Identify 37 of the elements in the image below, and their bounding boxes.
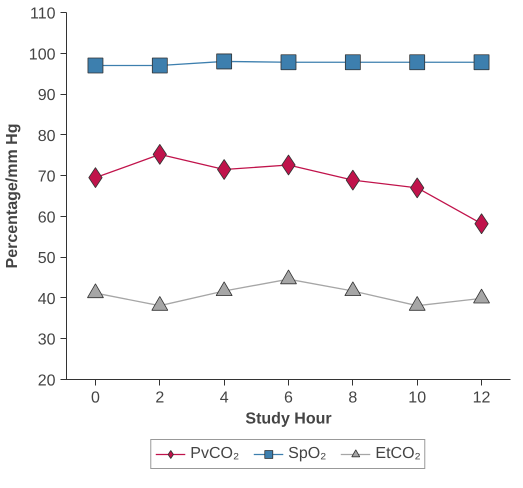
point	[473, 288, 490, 304]
y-tick-label: 110	[30, 6, 56, 22]
point	[409, 54, 426, 70]
point	[216, 281, 233, 296]
x-tick-label: 6	[284, 390, 294, 406]
point	[474, 54, 490, 70]
legend-label: EtCO₂	[375, 445, 421, 463]
legend-label: PvCO₂	[190, 445, 240, 463]
point	[151, 296, 168, 311]
point	[87, 283, 104, 298]
x-tick-label: 4	[220, 390, 229, 406]
point	[152, 58, 168, 74]
point	[281, 154, 296, 176]
y-axis-title: Percentage/mm Hg	[4, 124, 21, 268]
y-tick-label: 30	[38, 332, 56, 349]
x-tick-label: 0	[91, 390, 100, 406]
point	[408, 296, 426, 311]
x-tick-label: 2	[155, 390, 164, 406]
x-axis-title: Study Hour	[245, 410, 332, 428]
y-tick-label: 50	[38, 250, 56, 268]
point	[344, 281, 362, 296]
x-tick-label: 8	[348, 390, 358, 406]
y-tick-label: 80	[38, 128, 56, 145]
y-tick-label: 40	[38, 290, 56, 308]
point	[88, 58, 104, 74]
point	[280, 54, 296, 70]
y-tick-label: 20	[38, 372, 56, 390]
point	[344, 54, 361, 70]
legend-label: SpO₂	[288, 445, 326, 463]
y-tick-label: 60	[38, 209, 56, 226]
point	[216, 54, 232, 70]
y-tick-label: 90	[38, 87, 56, 104]
x-tick-label: 12	[472, 390, 491, 406]
y-tick-label: 100	[28, 46, 56, 64]
y-tick-label: 70	[38, 168, 56, 186]
x-tick-label: 10	[408, 390, 426, 406]
point	[280, 270, 297, 284]
